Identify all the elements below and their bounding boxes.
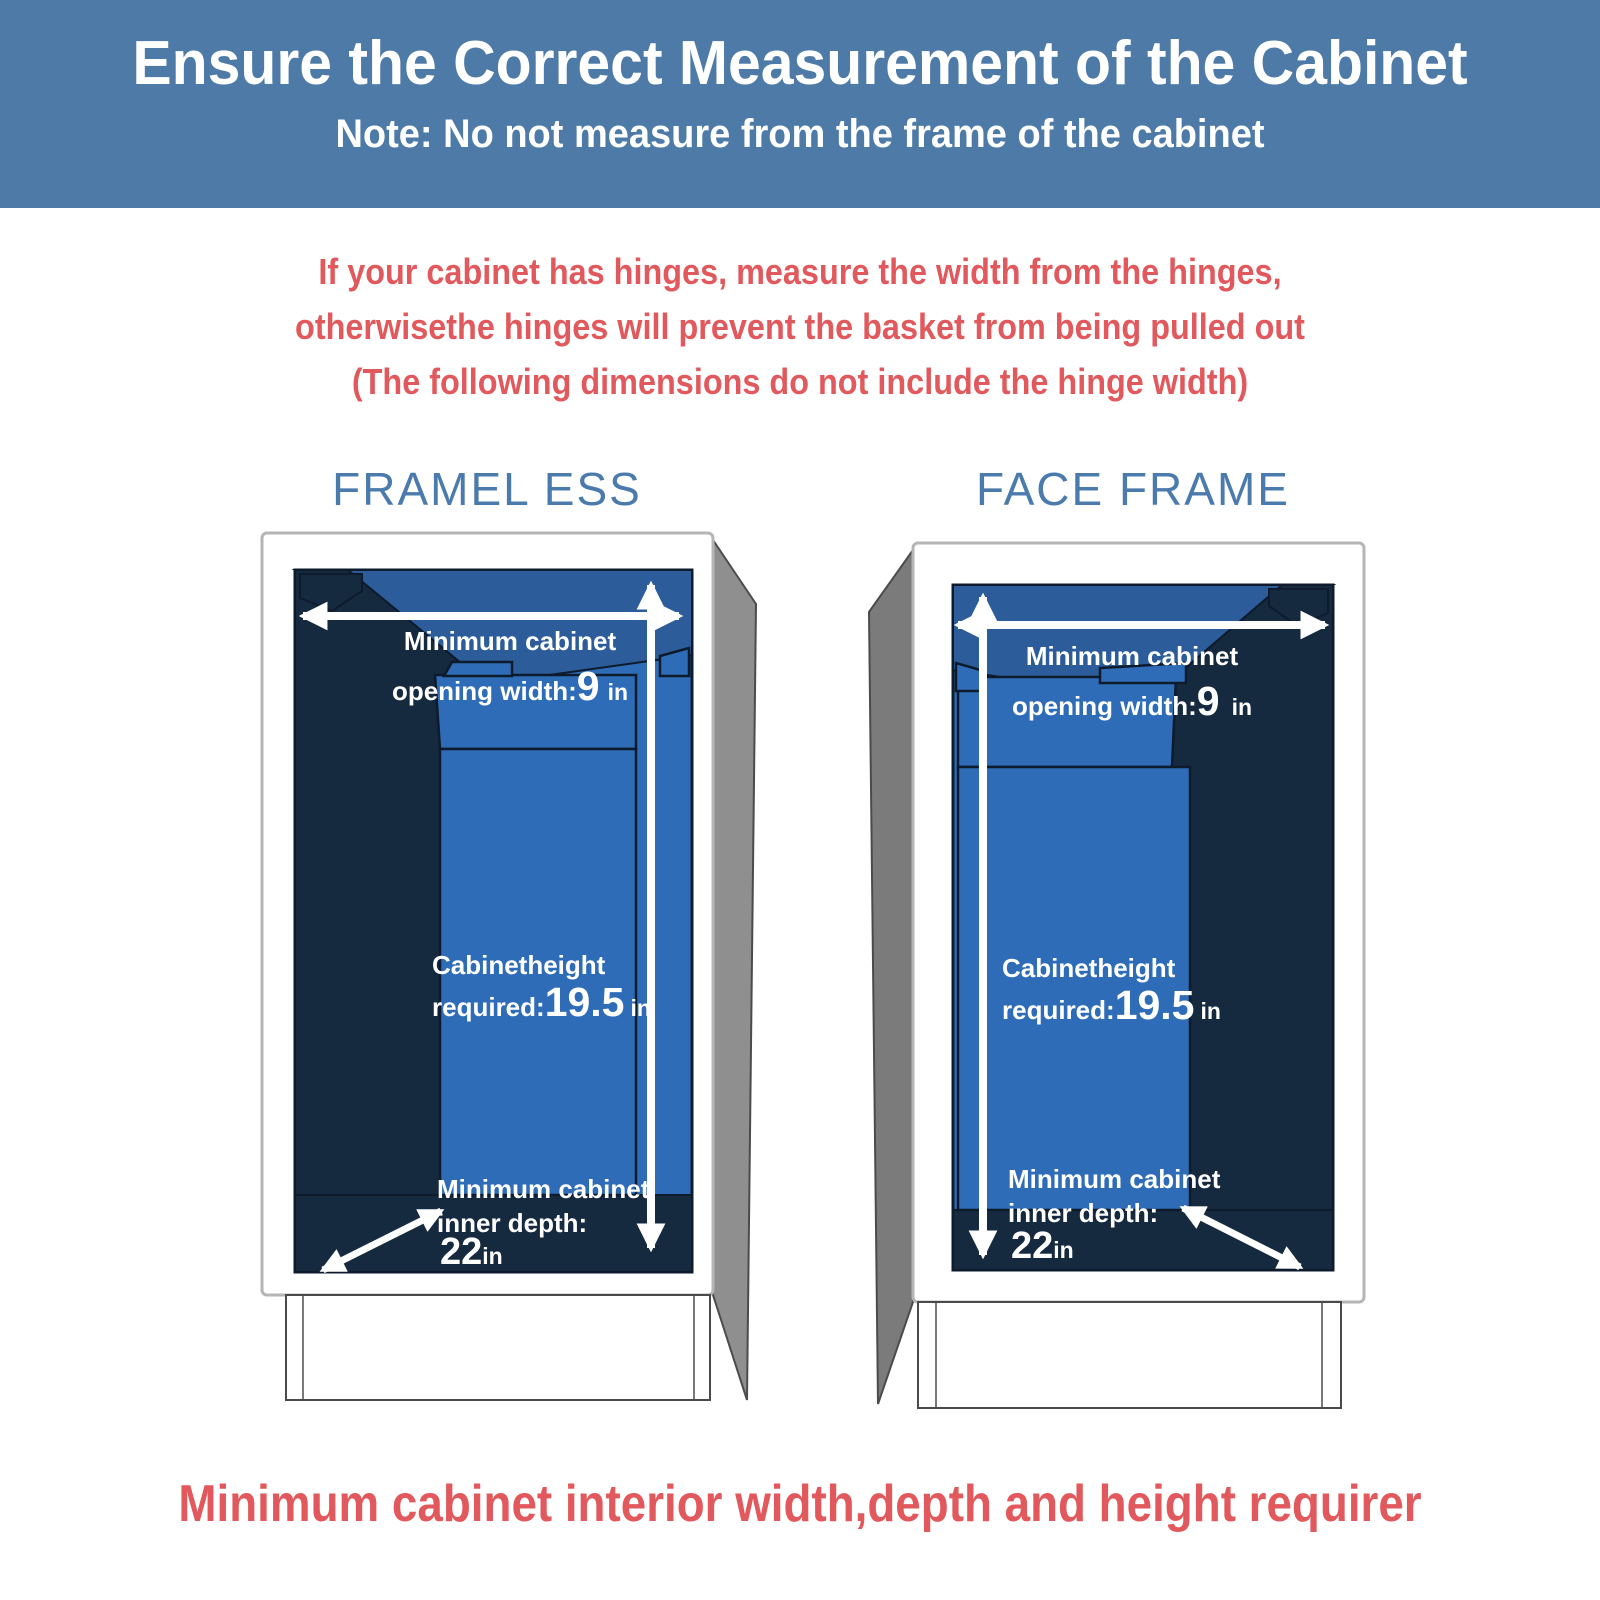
warning-line: If your cabinet has hinges, measure the …	[318, 251, 1282, 292]
warning-line: otherwisethe hinges will prevent the bas…	[295, 306, 1305, 347]
basket-left-tab	[441, 660, 514, 678]
inner-depth-label-line2: inner depth:	[437, 1208, 587, 1238]
inner-depth-label-line2: inner depth:	[1008, 1198, 1158, 1228]
inner-depth-label-line1: Minimum cabinet	[437, 1174, 650, 1204]
opening-width-value-line: opening width:9 in	[392, 663, 628, 709]
opening-width-label-line1: Minimum cabinet	[1026, 641, 1239, 671]
cabinet-frameless-diagram: Minimum cabinet opening width:9 in Cabine…	[260, 531, 758, 1401]
inner-depth-value-line: 22in	[440, 1231, 503, 1273]
depth-arrow	[1179, 1204, 1304, 1271]
inner-depth-label-line1: Minimum cabinet	[1008, 1164, 1221, 1194]
warning-line: (The following dimensions do not include…	[351, 361, 1249, 402]
inner-depth-value-line: 22in	[1011, 1225, 1074, 1267]
cabinet-face-frame-diagram: Minimum cabinet opening width:9 in Cabine…	[867, 541, 1366, 1409]
toe-kick	[917, 1301, 1342, 1409]
cabinet-side-panel	[867, 546, 914, 1405]
face-frame-diagram-label: FACE FRAME	[976, 463, 1290, 515]
page-title: Ensure the Correct Measurement of the Ca…	[132, 29, 1468, 98]
pullout-basket	[438, 747, 638, 1197]
depth-arrow	[319, 1207, 445, 1274]
hinge-warning-text: If your cabinet has hinges, measure the …	[0, 244, 1600, 409]
toe-kick	[285, 1294, 711, 1401]
cabinet-height-label: Cabinetheight	[432, 950, 606, 980]
frameless-diagram-label: FRAMEL ESS	[332, 463, 642, 515]
opening-width-value-line: opening width:9 in	[1012, 678, 1252, 724]
header-banner: Ensure the Correct Measurement of the Ca…	[0, 0, 1600, 208]
cabinet-height-value-line: required:19.5 in	[432, 979, 651, 1025]
cabinet-height-value-line: required:19.5 in	[1002, 982, 1221, 1028]
page-subtitle: Note: No not measure from the frame of t…	[335, 112, 1265, 156]
cabinet-side-panel	[712, 536, 758, 1401]
cabinet-height-label: Cabinetheight	[1002, 953, 1176, 983]
basket-right-tab	[1098, 661, 1188, 685]
footer-note: Minimum cabinet interior width,depth and…	[178, 1475, 1422, 1533]
opening-width-label-line1: Minimum cabinet	[404, 626, 617, 656]
